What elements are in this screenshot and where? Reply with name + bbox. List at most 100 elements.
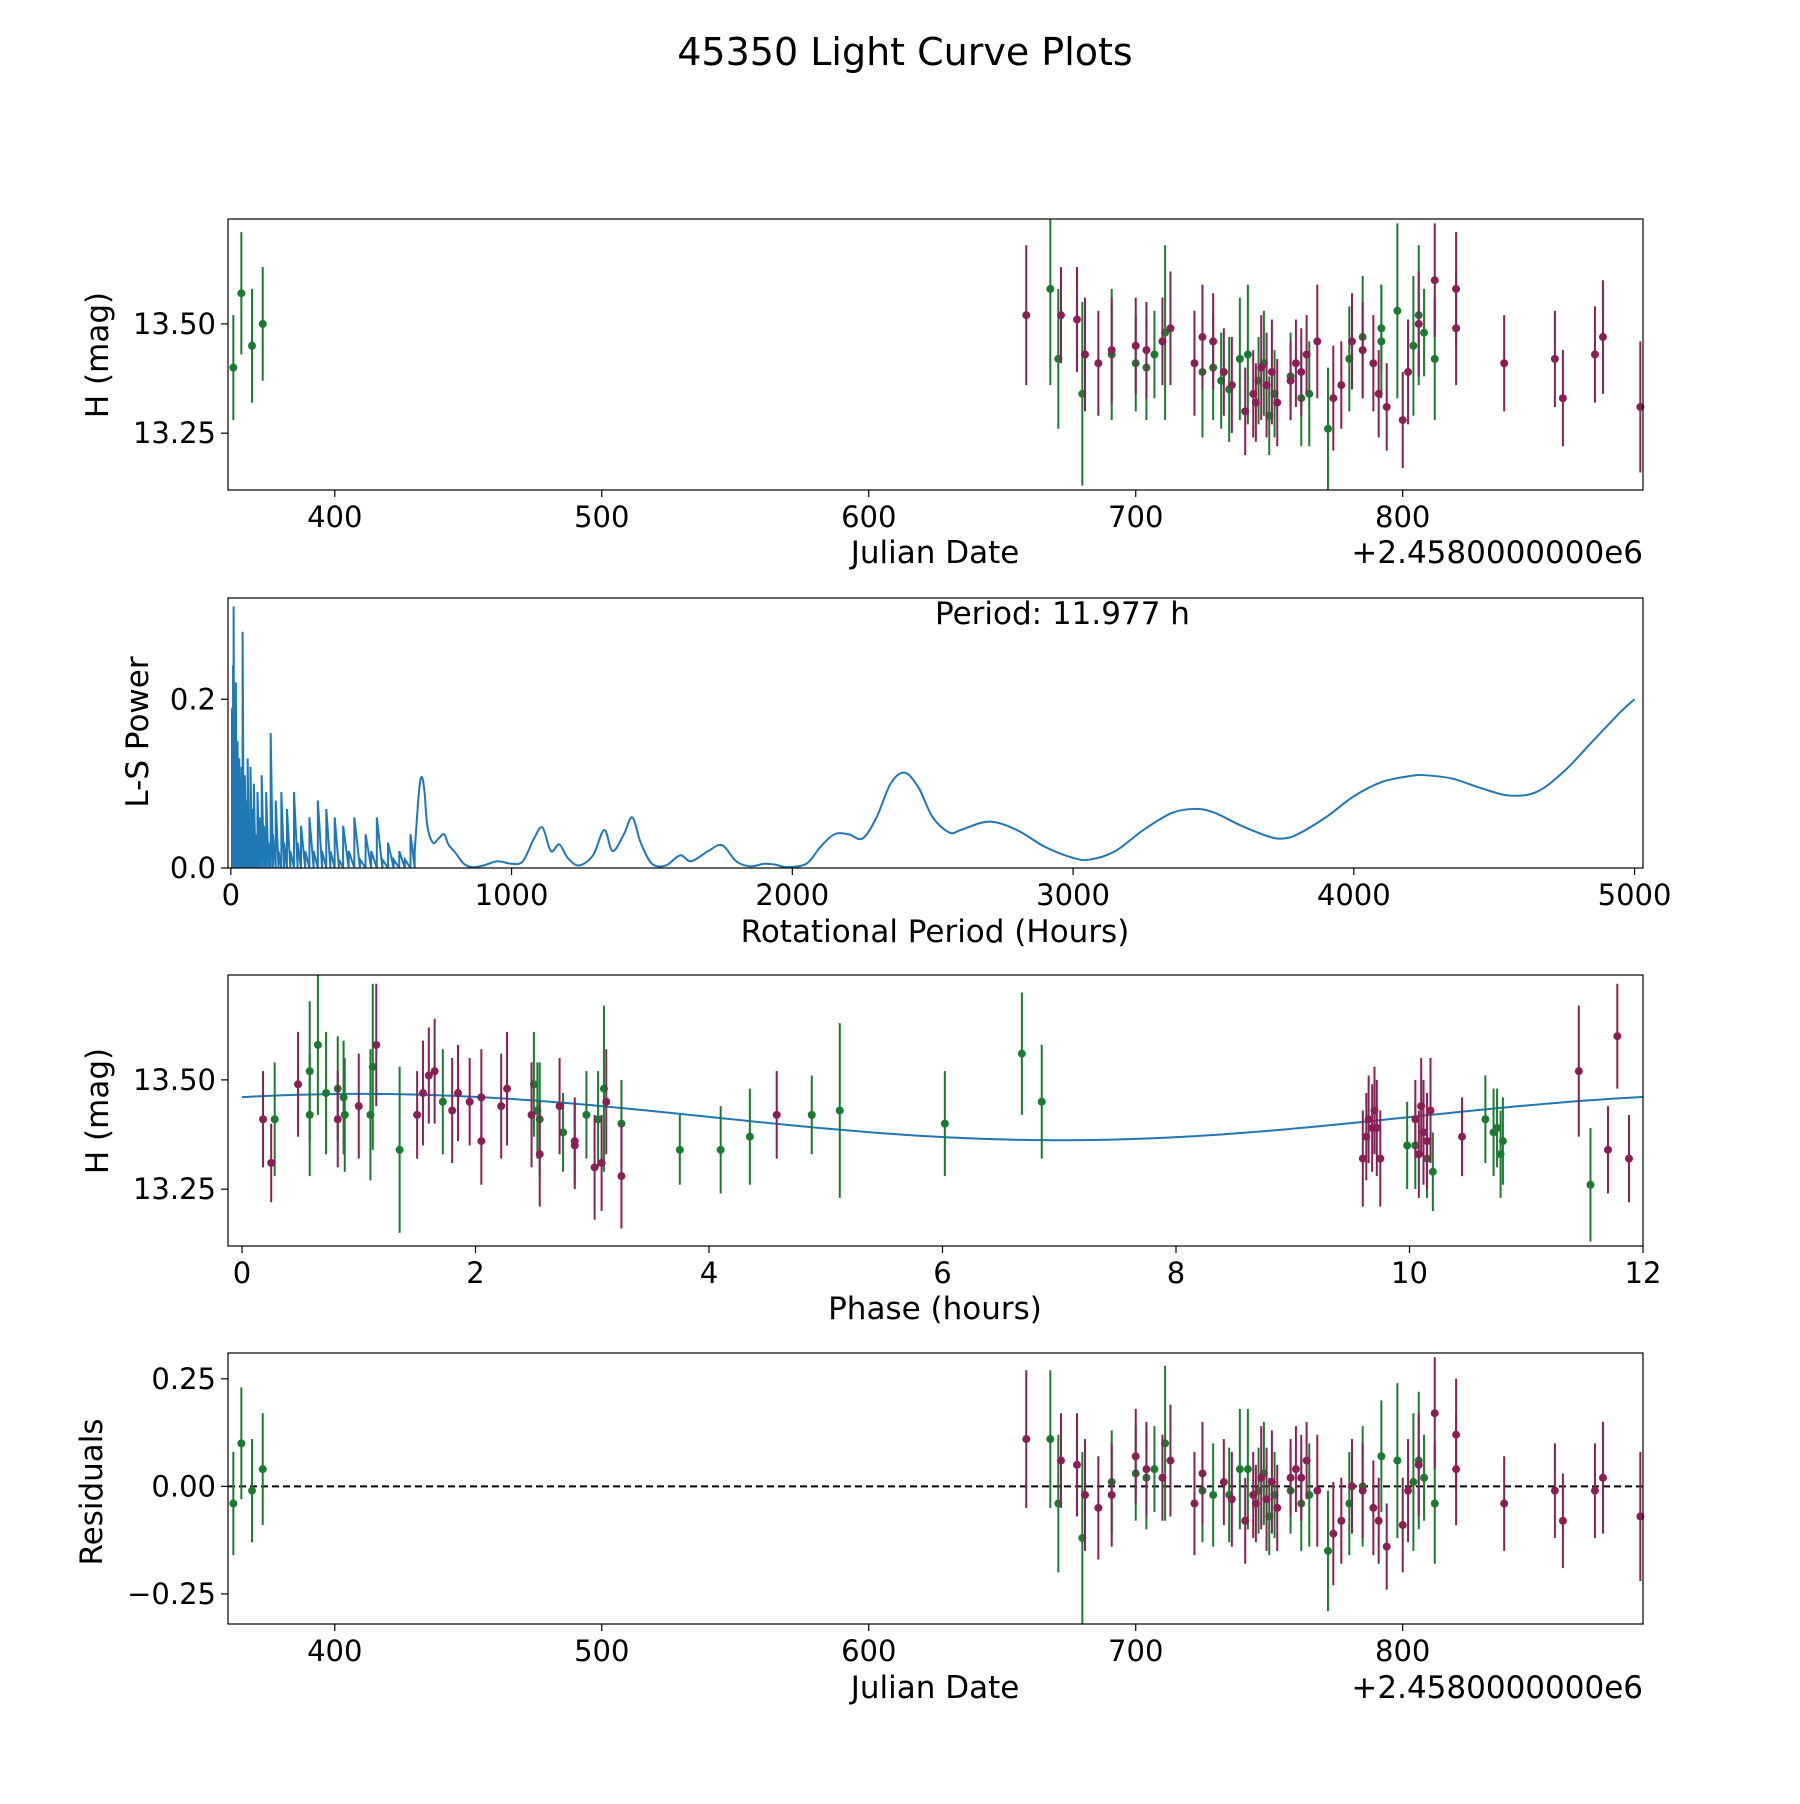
- green-data-point: [248, 1486, 257, 1495]
- magenta-data-point: [1369, 1503, 1378, 1512]
- magenta-data-point: [1500, 359, 1509, 368]
- magenta-data-point: [1257, 363, 1266, 372]
- magenta-data-point: [1056, 1456, 1065, 1465]
- phased-xtick-label: 2: [466, 1256, 484, 1290]
- magenta-data-point: [1558, 1516, 1567, 1525]
- periodogram-xtick-label: 0: [222, 878, 240, 912]
- periodogram-ticks: 0 1000 2000 3000 4000 5000 0.0 0.2: [170, 682, 1672, 912]
- periodogram-xtick-label: 2000: [755, 878, 829, 912]
- magenta-data-point: [1347, 337, 1356, 346]
- magenta-data-point: [1158, 1473, 1167, 1482]
- magenta-data-point: [527, 1110, 536, 1119]
- magenta-data-point: [1423, 1137, 1432, 1146]
- green-data-point: [1420, 1473, 1429, 1482]
- magenta-data-point: [1376, 1154, 1385, 1163]
- lightcurve-ylabel: H (mag): [80, 292, 116, 418]
- magenta-data-point: [570, 1137, 579, 1146]
- magenta-data-point: [1094, 359, 1103, 368]
- residuals-xtick-label: 800: [1375, 1634, 1430, 1668]
- green-data-point: [1409, 1478, 1418, 1487]
- phased-points: [259, 975, 1633, 1242]
- green-data-point: [1393, 306, 1402, 315]
- magenta-data-point: [1297, 1473, 1306, 1482]
- lightcurve-axes-frame: [227, 218, 1644, 491]
- magenta-data-point: [1073, 1460, 1081, 1469]
- green-data-point: [1235, 1465, 1244, 1474]
- lightcurve-xtick-label: 600: [841, 500, 896, 534]
- green-data-point: [313, 1040, 322, 1049]
- magenta-data-point: [1430, 1409, 1439, 1418]
- residuals-ticks: 400 500 600 700 800 −0.25 0.00 0.25: [127, 1362, 1430, 1668]
- magenta-data-point: [1550, 1486, 1559, 1495]
- magenta-data-point: [267, 1158, 276, 1167]
- magenta-data-point: [1273, 1503, 1282, 1512]
- magenta-data-point: [1550, 354, 1559, 363]
- magenta-data-point: [1131, 341, 1140, 350]
- green-data-point: [1046, 1435, 1055, 1444]
- periodogram-line: [413, 698, 1636, 868]
- periodogram-xtick-label: 3000: [1036, 878, 1110, 912]
- residuals-ylabel: Residuals: [74, 1418, 110, 1565]
- magenta-data-point: [1286, 376, 1295, 385]
- magenta-data-point: [1411, 1115, 1420, 1124]
- green-data-point: [237, 289, 246, 298]
- magenta-data-point: [602, 1097, 611, 1106]
- magenta-data-point: [453, 1089, 462, 1098]
- magenta-data-point: [1291, 1465, 1300, 1474]
- magenta-data-point: [1358, 1154, 1367, 1163]
- magenta-data-point: [1297, 367, 1306, 376]
- phased-xtick-label: 4: [700, 1256, 718, 1290]
- phased-ticks: 0 2 4 6 8 10 12 13.25 13.50: [133, 1063, 1661, 1290]
- magenta-data-point: [503, 1084, 512, 1093]
- magenta-data-point: [1458, 1132, 1467, 1141]
- magenta-data-point: [1107, 1490, 1116, 1499]
- magenta-data-point: [1081, 350, 1090, 359]
- green-data-point: [1017, 1049, 1026, 1058]
- green-data-point: [258, 1465, 267, 1474]
- green-data-point: [395, 1145, 404, 1154]
- magenta-data-point: [1262, 1495, 1271, 1504]
- green-data-point: [1323, 1546, 1332, 1555]
- magenta-data-point: [1603, 1145, 1612, 1154]
- phased-ytick-label: 13.25: [133, 1172, 216, 1206]
- magenta-data-point: [1558, 394, 1567, 403]
- magenta-data-point: [1382, 1542, 1391, 1551]
- green-data-point: [716, 1145, 725, 1154]
- magenta-data-point: [418, 1089, 427, 1098]
- magenta-data-point: [354, 1102, 363, 1111]
- green-data-point: [582, 1110, 591, 1119]
- green-data-point: [248, 341, 257, 350]
- green-data-point: [594, 1115, 603, 1124]
- magenta-data-point: [597, 1158, 606, 1167]
- magenta-data-point: [1158, 337, 1167, 346]
- green-data-point: [1493, 1123, 1502, 1132]
- magenta-data-point: [1286, 1473, 1295, 1482]
- lightcurve-offset-label: +2.4580000000e6: [1351, 535, 1643, 571]
- green-data-point: [1209, 1490, 1218, 1499]
- periodogram-ytick-label: 0.0: [170, 851, 216, 885]
- magenta-data-point: [1372, 1123, 1381, 1132]
- green-data-point: [1586, 1180, 1595, 1189]
- green-data-point: [438, 1097, 447, 1106]
- magenta-data-point: [1302, 350, 1311, 359]
- magenta-data-point: [1190, 359, 1199, 368]
- magenta-data-point: [1227, 381, 1236, 390]
- magenta-data-point: [1404, 367, 1413, 376]
- magenta-data-point: [1313, 1486, 1322, 1495]
- green-data-point: [322, 1089, 331, 1098]
- green-data-point: [940, 1119, 949, 1128]
- magenta-data-point: [1219, 1478, 1228, 1487]
- residuals-xlabel: Julian Date: [849, 1670, 1020, 1706]
- magenta-data-point: [1598, 333, 1607, 342]
- magenta-data-point: [1374, 1516, 1383, 1525]
- magenta-data-point: [1404, 1486, 1413, 1495]
- figure-title: 45350 Light Curve Plots: [677, 30, 1132, 74]
- magenta-data-point: [1081, 1490, 1090, 1499]
- magenta-data-point: [1500, 1499, 1509, 1508]
- green-data-point: [745, 1132, 754, 1141]
- phased-xtick-label: 10: [1391, 1256, 1428, 1290]
- magenta-data-point: [1291, 359, 1300, 368]
- magenta-data-point: [1262, 381, 1271, 390]
- lightcurve-points: [229, 219, 1645, 490]
